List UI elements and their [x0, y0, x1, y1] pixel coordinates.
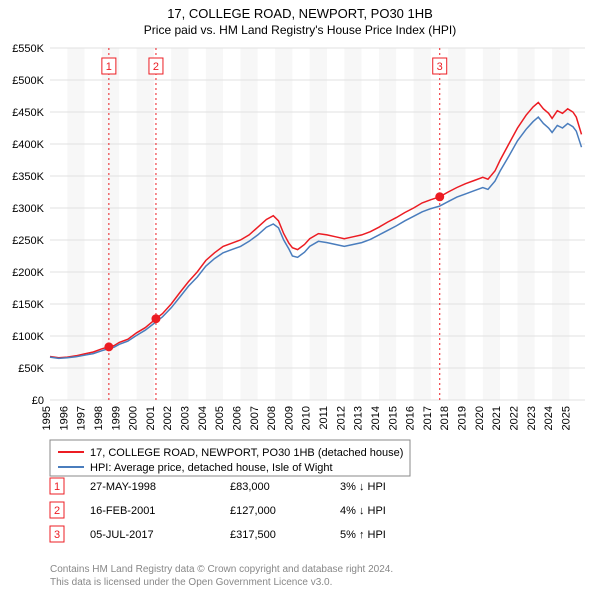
y-axis-label: £350K: [12, 171, 44, 183]
y-axis-label: £550K: [12, 43, 44, 55]
sale-point-marker: [436, 193, 444, 201]
table-delta: 4% ↓ HPI: [340, 505, 386, 517]
x-axis-label: 2019: [457, 406, 469, 430]
credit-line-2: This data is licensed under the Open Gov…: [50, 577, 332, 588]
y-axis-label: £200K: [12, 267, 44, 279]
table-delta: 3% ↓ HPI: [340, 481, 386, 493]
table-price: £83,000: [230, 481, 270, 493]
sale-marker-number: 1: [106, 61, 112, 73]
y-axis-label: £500K: [12, 75, 44, 87]
y-axis-label: £0: [32, 395, 44, 407]
x-axis-label: 2006: [231, 406, 243, 430]
x-axis-label: 2016: [405, 406, 417, 430]
y-axis-label: £100K: [12, 331, 44, 343]
x-axis-label: 2003: [180, 406, 192, 430]
x-axis-label: 2015: [387, 406, 399, 430]
x-axis-label: 1999: [110, 406, 122, 430]
legend-label: HPI: Average price, detached house, Isle…: [90, 462, 333, 474]
x-axis-label: 2013: [353, 406, 365, 430]
x-axis-label: 2021: [491, 406, 503, 430]
sale-point-marker: [105, 343, 113, 351]
x-axis-label: 2000: [128, 406, 140, 430]
chart-title: 17, COLLEGE ROAD, NEWPORT, PO30 1HB: [167, 6, 433, 21]
x-axis-label: 1995: [41, 406, 53, 430]
x-axis-label: 2020: [474, 406, 486, 430]
table-date: 16-FEB-2001: [90, 505, 155, 517]
table-price: £317,500: [230, 529, 276, 541]
table-marker-number: 2: [54, 505, 60, 517]
x-axis-label: 2004: [197, 406, 209, 430]
x-axis-label: 2002: [162, 406, 174, 430]
table-marker-number: 3: [54, 529, 60, 541]
x-axis-label: 2005: [214, 406, 226, 430]
y-axis-label: £250K: [12, 235, 44, 247]
y-axis-label: £400K: [12, 139, 44, 151]
x-axis-label: 2024: [543, 406, 555, 430]
x-axis-label: 2017: [422, 406, 434, 430]
sale-marker-number: 3: [437, 61, 443, 73]
credit-line-1: Contains HM Land Registry data © Crown c…: [50, 564, 393, 575]
table-date: 05-JUL-2017: [90, 529, 154, 541]
x-axis-label: 2009: [283, 406, 295, 430]
x-axis-label: 2012: [335, 406, 347, 430]
x-axis-label: 2018: [439, 406, 451, 430]
x-axis-label: 2025: [560, 406, 572, 430]
x-axis-label: 2011: [318, 406, 330, 430]
table-date: 27-MAY-1998: [90, 481, 156, 493]
x-axis-label: 2023: [526, 406, 538, 430]
x-axis-label: 2007: [249, 406, 261, 430]
x-axis-label: 2014: [370, 406, 382, 430]
y-axis-label: £450K: [12, 107, 44, 119]
sale-marker-number: 2: [153, 61, 159, 73]
y-axis-label: £150K: [12, 299, 44, 311]
x-axis-label: 2008: [266, 406, 278, 430]
table-marker-number: 1: [54, 481, 60, 493]
x-axis-label: 1997: [76, 406, 88, 430]
x-axis-label: 1998: [93, 406, 105, 430]
chart-subtitle: Price paid vs. HM Land Registry's House …: [144, 23, 456, 37]
x-axis-label: 1996: [58, 406, 70, 430]
x-axis-label: 2022: [508, 406, 520, 430]
x-axis-label: 2001: [145, 406, 157, 430]
y-axis-label: £50K: [18, 363, 44, 375]
property-price-chart: 17, COLLEGE ROAD, NEWPORT, PO30 1HB Price…: [0, 0, 600, 590]
y-axis-label: £300K: [12, 203, 44, 215]
table-delta: 5% ↑ HPI: [340, 529, 386, 541]
table-price: £127,000: [230, 505, 276, 517]
sale-point-marker: [152, 315, 160, 323]
legend-label: 17, COLLEGE ROAD, NEWPORT, PO30 1HB (det…: [90, 447, 403, 459]
x-axis-label: 2010: [301, 406, 313, 430]
